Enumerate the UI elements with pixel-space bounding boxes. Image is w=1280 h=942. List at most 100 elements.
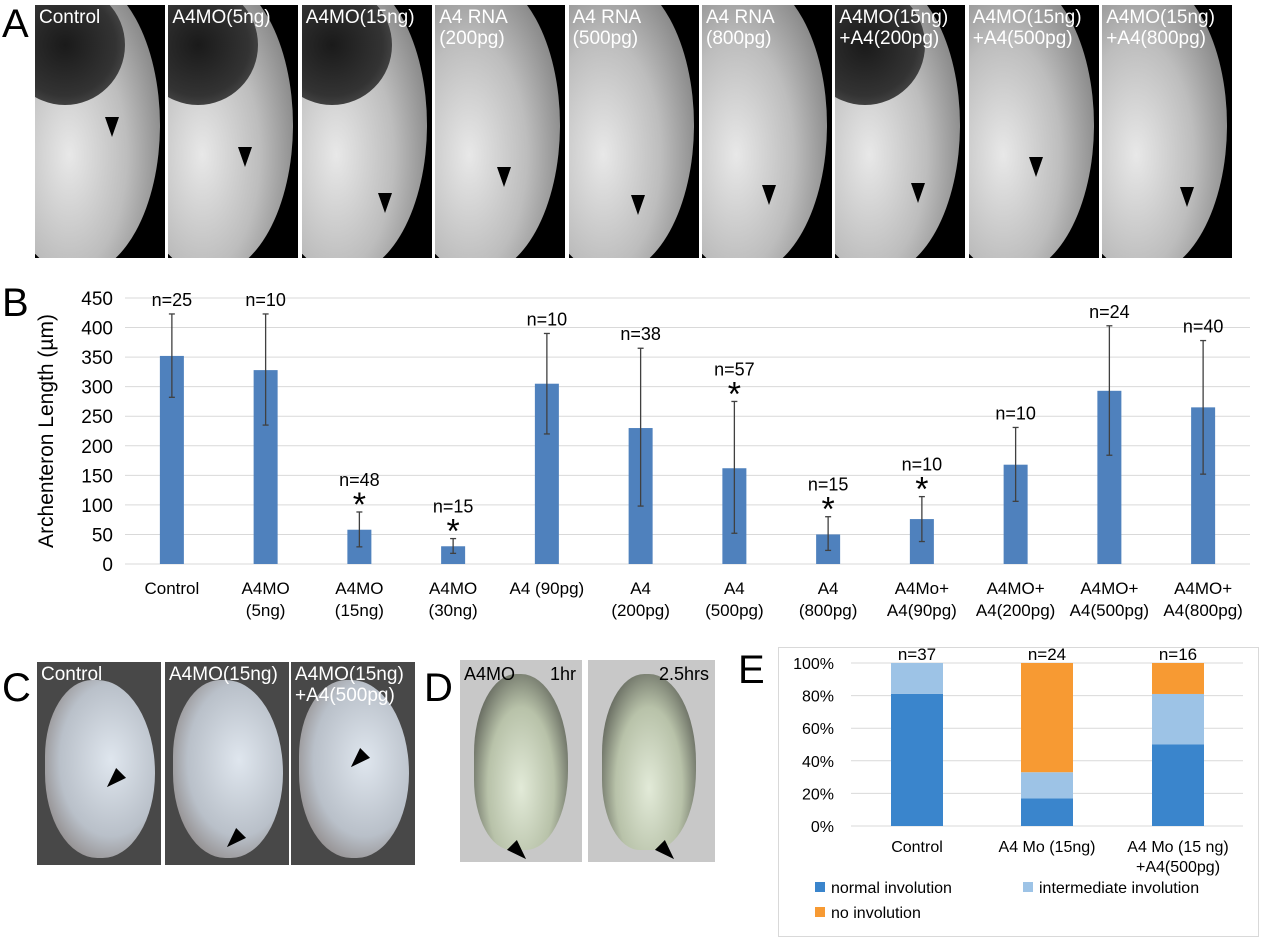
category-label: +A4(500pg) <box>1136 859 1220 876</box>
significance-mark: * <box>353 486 366 524</box>
stacked-bar-segment <box>1152 744 1204 826</box>
panel-label-e: E <box>738 648 765 692</box>
panel-label-d: D <box>424 666 453 710</box>
embryo-image: 2.5hrs <box>588 660 715 862</box>
embryo-image: A4MO(15ng) +A4(200pg) <box>835 5 966 258</box>
n-label: n=25 <box>152 290 193 310</box>
arrowhead-down-icon <box>105 117 119 137</box>
category-label: (800pg) <box>799 601 858 620</box>
category-label: A4MO <box>242 579 290 598</box>
time-label: 1hr <box>549 664 576 684</box>
category-label: A4 Mo (15ng) <box>999 839 1096 856</box>
y-tick-label: 0% <box>811 819 834 836</box>
arrowhead-down-icon <box>911 183 926 203</box>
category-label: (500pg) <box>705 601 764 620</box>
category-label: A4(500pg) <box>1070 601 1149 620</box>
image-label: A4 RNA (500pg) <box>572 7 642 49</box>
image-label: Control <box>41 664 103 685</box>
image-label: A4 RNA (800pg) <box>706 7 775 49</box>
y-tick-label: 40% <box>802 754 834 771</box>
category-label: A4MO <box>429 579 477 598</box>
image-label: A4 RNA (200pg) <box>439 7 508 49</box>
category-label: A4 <box>724 579 745 598</box>
category-label: A4 Mo (15 ng) <box>1127 839 1228 856</box>
n-label: n=48 <box>339 470 380 490</box>
embryo-image: A4MO(15ng) +A4(500pg) <box>291 662 415 865</box>
legend-label: normal involution <box>831 880 952 897</box>
n-label: n=24 <box>1028 645 1066 664</box>
category-label: A4MO+ <box>1080 579 1138 598</box>
stacked-bar-segment <box>1152 693 1204 745</box>
n-label: n=16 <box>1159 645 1197 664</box>
bar <box>441 546 466 564</box>
y-axis-label: Archenteron Length (µm) <box>35 314 58 548</box>
y-tick-label: 0 <box>102 555 113 576</box>
y-tick-label: 450 <box>81 289 113 310</box>
legend-label: no involution <box>831 905 921 922</box>
embryo <box>173 680 283 858</box>
image-label: A4MO(5ng) <box>172 7 271 28</box>
arrowhead-down-icon <box>377 193 392 213</box>
panel-d-label: A4MO <box>464 664 516 684</box>
y-tick-label: 20% <box>802 786 834 803</box>
category-label: A4MO <box>335 579 383 598</box>
n-label: n=15 <box>433 497 474 517</box>
n-label: n=10 <box>902 455 943 475</box>
arrowhead-down-icon <box>497 167 512 187</box>
arrowhead-down-icon <box>1180 187 1195 207</box>
embryo <box>299 680 409 858</box>
n-label: n=40 <box>1183 317 1224 337</box>
stacked-bar-segment <box>1021 772 1073 799</box>
stacked-bar-segment <box>891 693 943 826</box>
embryo-image: A4 RNA (500pg) <box>568 5 699 258</box>
category-label: (30ng) <box>429 601 478 620</box>
y-tick-label: 50 <box>92 525 113 546</box>
y-tick-label: 80% <box>802 689 834 706</box>
n-label: n=10 <box>527 309 568 329</box>
n-label: n=57 <box>714 359 755 379</box>
category-label: A4(800pg) <box>1163 601 1242 620</box>
legend-label: intermediate involution <box>1039 880 1199 897</box>
arrowhead-down-icon <box>1028 157 1043 177</box>
y-tick-label: 150 <box>81 466 113 487</box>
legend-swatch <box>815 907 825 917</box>
n-label: n=10 <box>245 290 286 310</box>
image-label: Control <box>39 7 101 28</box>
image-label: A4MO(15ng) +A4(500pg) <box>972 7 1082 49</box>
n-label: n=15 <box>808 475 849 495</box>
legend-swatch <box>815 882 825 892</box>
embryo <box>968 5 1094 258</box>
stacked-bar-segment <box>891 663 943 694</box>
embryo-image: A4MO(15ng) <box>165 662 289 865</box>
image-label: A4MO(15ng) +A4(500pg) <box>295 664 404 706</box>
significance-mark: * <box>915 471 928 509</box>
embryo <box>45 680 155 858</box>
y-tick-label: 350 <box>81 348 113 369</box>
panel-label-b: B <box>2 281 29 325</box>
significance-mark: * <box>447 513 460 551</box>
time-label: 2.5hrs <box>658 664 709 684</box>
category-label: A4(90pg) <box>887 601 957 620</box>
category-label: (200pg) <box>611 601 670 620</box>
significance-mark: * <box>728 375 741 413</box>
embryo-image: A4MO(15ng) +A4(500pg) <box>968 5 1099 258</box>
category-label: (5ng) <box>246 601 286 620</box>
embryo-image: A4MO(15ng) <box>301 5 432 258</box>
y-tick-label: 400 <box>81 319 113 340</box>
embryo-image: Control <box>35 5 165 258</box>
image-label: A4MO(15ng) <box>305 7 415 28</box>
y-tick-label: 250 <box>81 407 113 428</box>
category-label: A4 <box>818 579 839 598</box>
embryo <box>602 674 696 850</box>
category-label: A4 <box>630 579 651 598</box>
image-label: A4MO(15ng) +A4(200pg) <box>839 7 949 49</box>
y-tick-label: 100% <box>793 656 834 673</box>
y-tick-label: 60% <box>802 721 834 738</box>
legend-swatch <box>1023 882 1033 892</box>
n-label: n=10 <box>995 403 1036 423</box>
embryo-image: A4MO(5ng) <box>168 5 299 258</box>
embryo <box>702 5 827 258</box>
